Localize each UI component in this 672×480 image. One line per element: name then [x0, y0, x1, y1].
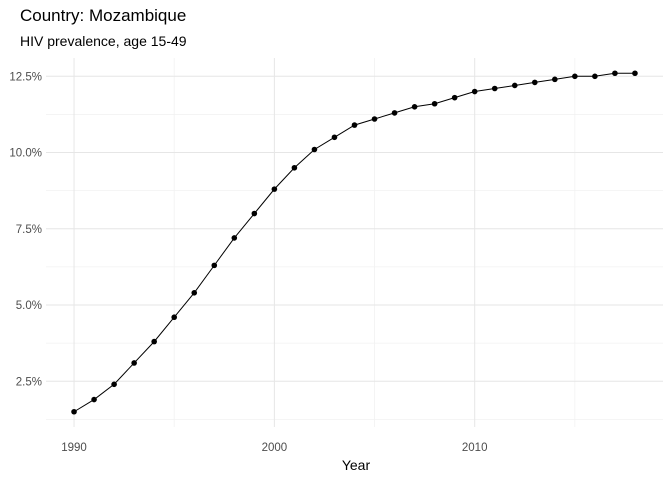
- data-point: [71, 408, 77, 415]
- x-axis-tick-labels: 1990 2000 2010: [61, 442, 487, 454]
- data-point: [231, 235, 238, 241]
- y-tick-label: 12.5%: [9, 71, 42, 83]
- data-point: [111, 381, 117, 388]
- x-tick-label: 1990: [61, 442, 87, 454]
- data-point: [331, 134, 338, 141]
- grid-layer: [46, 58, 663, 427]
- data-point: [171, 314, 178, 321]
- data-point: [431, 100, 438, 107]
- data-point: [351, 122, 358, 128]
- data-point: [612, 70, 618, 77]
- x-tick-label: 2010: [462, 442, 488, 454]
- x-tick-label: 2000: [262, 442, 288, 454]
- data-point: [451, 94, 458, 101]
- data-point: [592, 73, 598, 80]
- y-axis-tick-labels: 2.5% 5.0% 7.5% 10.0% 12.5%: [9, 71, 42, 388]
- chart-title: Country: Mozambique: [20, 6, 187, 25]
- data-point: [572, 73, 578, 80]
- y-tick-label: 2.5%: [16, 376, 42, 388]
- data-point: [491, 85, 498, 92]
- data-point: [632, 70, 638, 77]
- data-point: [371, 116, 378, 122]
- y-tick-label: 10.0%: [9, 148, 42, 160]
- data-point: [511, 82, 518, 89]
- data-point: [131, 360, 137, 366]
- data-point: [531, 79, 538, 86]
- data-point: [471, 88, 478, 95]
- data-point: [211, 262, 218, 269]
- series-points-layer: [71, 70, 638, 415]
- data-point: [311, 146, 318, 153]
- data-point: [291, 164, 298, 171]
- data-point: [271, 186, 278, 192]
- data-point: [91, 396, 97, 403]
- data-point: [151, 338, 157, 345]
- y-tick-label: 7.5%: [16, 224, 42, 236]
- data-point: [552, 76, 558, 83]
- data-point: [191, 290, 198, 296]
- data-point: [411, 103, 418, 110]
- chart-subtitle: HIV prevalence, age 15-49: [20, 33, 187, 49]
- data-point: [391, 110, 398, 116]
- y-tick-label: 5.0%: [16, 300, 42, 312]
- x-axis-title: Year: [342, 457, 371, 473]
- data-point: [251, 210, 258, 217]
